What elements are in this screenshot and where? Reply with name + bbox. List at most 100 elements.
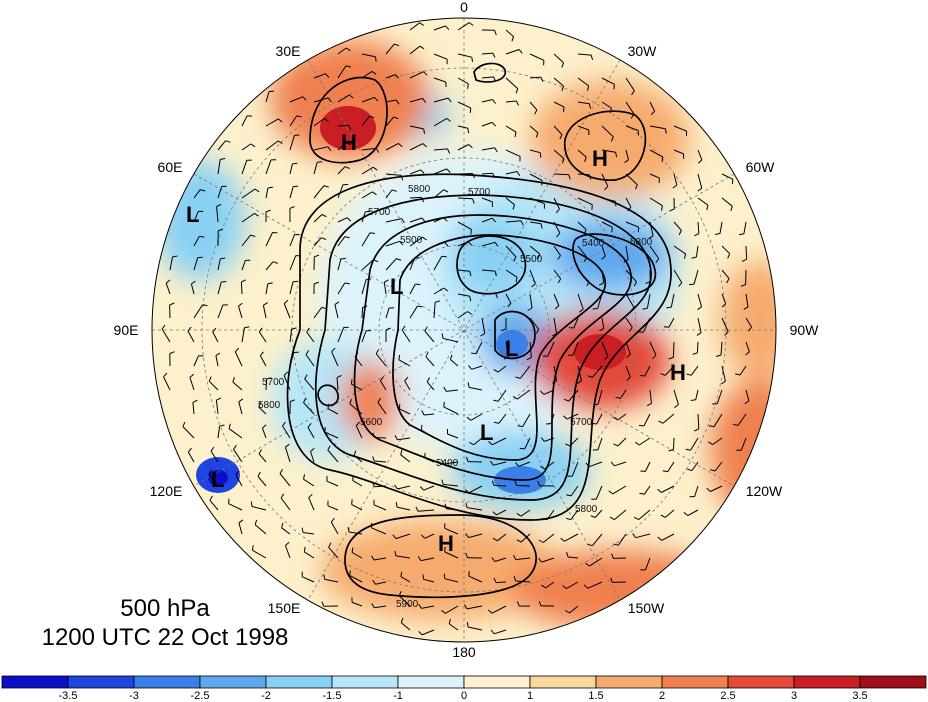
wind-barb <box>444 527 459 535</box>
wind-barb-feather <box>560 537 565 542</box>
wind-barb-feather <box>745 351 750 356</box>
wind-barb <box>259 355 267 367</box>
wind-barb <box>646 293 651 309</box>
wind-barb <box>289 96 303 103</box>
wind-barb <box>571 461 579 477</box>
wind-barb-feather <box>657 536 662 541</box>
wind-barb <box>505 149 521 157</box>
colorbar-tick-label: 1.5 <box>588 690 603 702</box>
wind-barb-feather <box>684 253 687 259</box>
wind-barb <box>337 124 349 127</box>
wind-barb <box>409 45 421 55</box>
wind-barb <box>163 376 171 391</box>
wind-barb-feather <box>744 400 750 405</box>
wind-barb <box>667 461 675 472</box>
wind-barb-feather <box>441 333 444 339</box>
wind-barb-feather <box>630 306 635 312</box>
wind-barb-feather <box>586 281 590 287</box>
wind-barb-feather <box>444 242 449 247</box>
wind-barb <box>409 71 424 79</box>
wind-barb <box>238 522 243 535</box>
wind-barb-feather <box>375 349 380 354</box>
wind-barb <box>361 53 376 58</box>
wind-barb <box>400 622 411 631</box>
wind-barb-feather <box>369 232 375 234</box>
wind-barb-feather <box>610 461 615 467</box>
wind-barb <box>404 380 411 391</box>
wind-barb-feather <box>327 445 331 451</box>
wind-barb <box>595 485 603 500</box>
wind-barb <box>457 221 472 230</box>
wind-barb <box>351 383 363 391</box>
contour-label: 5800 <box>408 184 431 195</box>
wind-barb <box>519 365 531 379</box>
wind-barb-feather <box>421 197 425 203</box>
wind-barb-feather <box>468 365 472 370</box>
wind-barb <box>442 337 459 343</box>
wind-barb-feather <box>400 449 403 455</box>
wind-barb-feather <box>244 326 250 329</box>
wind-barb <box>361 147 377 151</box>
wind-barb <box>545 581 555 589</box>
wind-barb-feather <box>238 519 244 524</box>
wind-barb <box>348 531 363 535</box>
map-boundary <box>151 17 777 643</box>
wind-barb-feather <box>187 447 192 453</box>
wind-barb <box>625 197 632 208</box>
wind-barb <box>433 189 444 199</box>
wind-barb-feather <box>515 277 518 283</box>
wind-barb-feather <box>515 88 519 94</box>
wind-barb-feather <box>493 421 499 424</box>
wind-barb-feather <box>604 185 609 191</box>
wind-barb <box>327 408 339 415</box>
wind-barb <box>444 578 459 583</box>
wind-barb <box>374 485 387 488</box>
wind-barb-feather <box>668 356 674 360</box>
wind-barb <box>567 556 579 559</box>
wind-barb <box>496 509 507 516</box>
wind-barb-feather <box>351 547 354 553</box>
wind-barb-feather <box>491 480 495 486</box>
wind-barb <box>182 426 195 439</box>
wind-barb <box>337 236 346 247</box>
wind-barb <box>349 574 363 583</box>
wind-barb-feather <box>371 603 375 609</box>
wind-barb <box>649 149 664 158</box>
wind-barb-feather <box>539 390 545 395</box>
wind-barb <box>446 508 459 511</box>
wind-barb <box>522 413 531 427</box>
wind-barb <box>228 428 243 439</box>
wind-barb <box>252 549 267 559</box>
wind-barb <box>313 214 323 223</box>
wind-barb <box>614 509 627 520</box>
colorbar-box <box>67 675 135 689</box>
wind-barb <box>721 317 729 333</box>
wind-barb-feather <box>466 416 472 421</box>
wind-barb <box>553 269 562 280</box>
wind-barb <box>337 258 342 271</box>
wind-barb-feather <box>583 229 587 235</box>
wind-barb-feather <box>221 281 227 283</box>
wind-barb-feather <box>306 327 310 333</box>
wind-barb <box>241 212 255 223</box>
wind-barb-feather <box>212 327 217 333</box>
wind-barb <box>649 221 654 236</box>
wind-barb <box>473 437 483 446</box>
wind-barb-feather <box>552 332 557 337</box>
wind-barb <box>690 437 699 451</box>
wind-barb-feather <box>262 424 267 429</box>
wind-barb <box>649 341 657 356</box>
wind-barb <box>289 281 294 295</box>
wind-barb-feather <box>395 502 398 508</box>
wind-barb <box>643 485 651 495</box>
wind-barb <box>420 429 435 439</box>
graticule <box>152 18 776 642</box>
wind-barb-feather <box>350 379 353 385</box>
wind-barb <box>265 232 273 247</box>
wind-barb <box>572 341 579 356</box>
low-center-label: L <box>390 274 403 299</box>
wind-barb <box>553 197 560 210</box>
wind-barb <box>468 575 483 583</box>
wind-barb <box>745 341 750 352</box>
wind-barb <box>313 185 325 199</box>
